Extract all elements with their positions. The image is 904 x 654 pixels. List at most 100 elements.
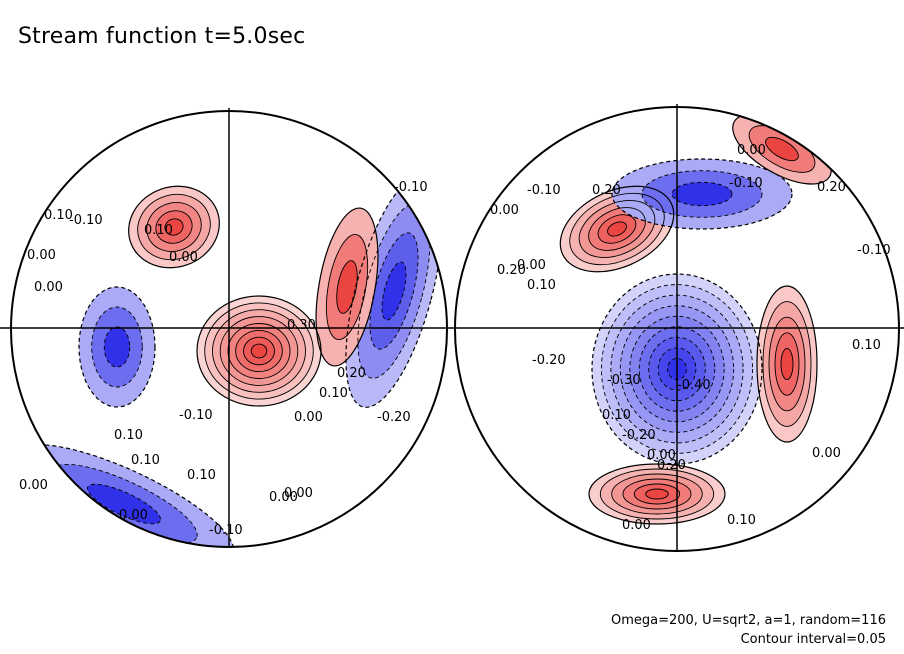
- contour-label: 0.10: [114, 428, 143, 443]
- contour-line: [611, 473, 703, 515]
- contour-label: -0.30: [607, 373, 641, 388]
- contour-label: 0.00: [294, 410, 323, 425]
- contour-line: [227, 323, 291, 379]
- contour-label: 0.00: [27, 248, 56, 263]
- contour-line: [78, 286, 156, 408]
- left-contours: [13, 174, 443, 547]
- contour-label: 0.00: [490, 203, 519, 218]
- contour-line: [641, 170, 763, 218]
- chart-title: Stream function t=5.0sec: [18, 24, 306, 49]
- contour-label: 0.20: [657, 458, 686, 473]
- contour-label: 0.10: [187, 468, 216, 483]
- contour-label: 0.20: [592, 183, 621, 198]
- contour-label: 0.10: [131, 453, 160, 468]
- contour-label: 0.00: [119, 508, 148, 523]
- contour-line: [146, 202, 202, 252]
- negative-contour-level: [87, 484, 161, 524]
- contour-line: [768, 316, 806, 412]
- contour-line: [600, 284, 754, 454]
- contour-label: 0.00: [169, 250, 198, 265]
- contour-label: -0.10: [69, 213, 103, 228]
- positive-contour-level: [164, 218, 184, 236]
- contour-line: [607, 221, 627, 237]
- contour-line: [611, 158, 793, 230]
- negative-contour-level: [104, 327, 130, 367]
- contour-interval-annotation: Contour interval=0.05: [740, 632, 886, 647]
- left-fills: [14, 174, 443, 547]
- contour-label: 0.30: [287, 318, 316, 333]
- contour-line: [756, 285, 818, 443]
- positive-contour-level: [251, 344, 267, 358]
- negative-contour-level: [672, 182, 732, 206]
- contour-line: [762, 301, 812, 427]
- contour-line: [633, 483, 681, 505]
- contour-line: [588, 463, 726, 525]
- contour-line: [345, 174, 443, 408]
- hemisphere-frames: [0, 104, 904, 552]
- contour-line: [671, 181, 733, 207]
- contour-label: -0.10: [527, 183, 561, 198]
- contour-label: 0.10: [44, 208, 73, 223]
- positive-contour-level: [765, 137, 799, 161]
- contour-label: -0.20: [377, 410, 411, 425]
- contour-label: 0.10: [319, 386, 348, 401]
- contour-label: -0.20: [532, 353, 566, 368]
- contour-line: [204, 302, 314, 400]
- contour-label: -0.10: [729, 176, 763, 191]
- contour-line: [212, 309, 306, 393]
- contour-label: 0.00: [647, 448, 676, 463]
- contour-line: [128, 185, 220, 269]
- contour-line: [219, 316, 299, 386]
- contour-label: 0.00: [517, 258, 546, 273]
- contour-line: [243, 336, 275, 366]
- contour-label: 0.20: [497, 263, 526, 278]
- positive-contour-level: [607, 221, 627, 237]
- positive-contour-level: [645, 489, 669, 499]
- contour-line: [250, 343, 268, 359]
- contour-label: 0.00: [34, 280, 63, 295]
- contour-label: 0.00: [284, 486, 313, 501]
- contour-line: [86, 483, 162, 525]
- contour-label: 0.10: [602, 408, 631, 423]
- contour-line: [569, 192, 665, 266]
- contour-line: [315, 207, 379, 367]
- contour-line: [645, 488, 669, 500]
- right-hemisphere: [455, 107, 899, 551]
- contour-label: 0.00: [19, 478, 48, 493]
- parameter-annotation: Omega=200, U=sqrt2, a=1, random=116: [610, 613, 886, 628]
- contour-label: 0.00: [622, 518, 651, 533]
- contour-line: [155, 210, 193, 244]
- contour-line: [599, 468, 715, 520]
- contour-line: [622, 478, 692, 510]
- contour-label: 0.20: [817, 180, 846, 195]
- contour-line: [588, 207, 646, 251]
- contour-label: 0.10: [852, 338, 881, 353]
- contour-line: [559, 185, 675, 273]
- contour-label: 0.00: [812, 446, 841, 461]
- contour-line: [578, 200, 656, 258]
- contour-label: 0.20: [337, 366, 366, 381]
- right-contour-labels: 0.00-0.10 0.20 -0.100.000.200.100.00-0.20-…: [490, 143, 891, 533]
- contour-line: [597, 214, 637, 244]
- contour-label: -0.10: [857, 243, 891, 258]
- right-contours: [559, 113, 832, 525]
- contour-line: [91, 306, 143, 388]
- positive-contour-level: [781, 348, 793, 380]
- contour-label: -0.10: [209, 523, 243, 538]
- contour-line: [235, 329, 283, 373]
- contour-line: [325, 233, 369, 341]
- contour-line: [336, 260, 358, 314]
- contour-line: [369, 232, 419, 350]
- contour-label: 0.10: [727, 513, 756, 528]
- contour-line: [381, 261, 407, 321]
- negative-contour-level: [381, 261, 407, 321]
- contour-line: [765, 136, 799, 162]
- contour-line: [774, 332, 800, 396]
- contour-line: [103, 326, 131, 368]
- left-contour-labels: 0.000.10-0.100.00-0.100.100.000.300.200.…: [19, 180, 428, 538]
- contour-line: [137, 193, 211, 261]
- contour-label: 0.10: [144, 223, 173, 238]
- contour-label: 0.00: [269, 490, 298, 505]
- contour-line: [164, 218, 184, 236]
